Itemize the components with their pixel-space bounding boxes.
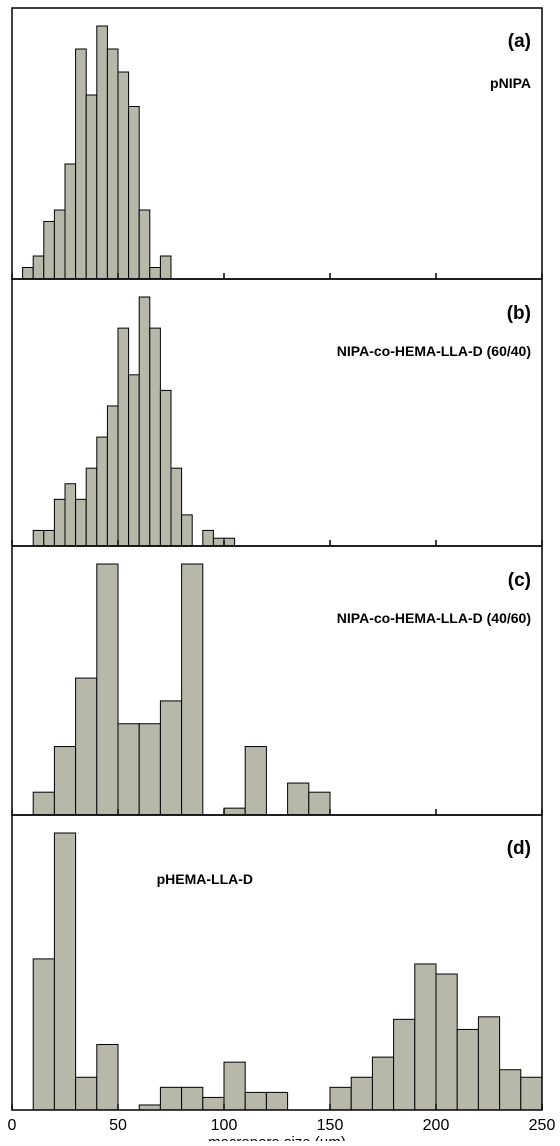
histogram-bar xyxy=(350,1076,373,1111)
histogram-bar xyxy=(106,405,119,547)
histogram-bar xyxy=(223,1061,246,1111)
series-label: NIPA-co-HEMA-LLA-D (40/60) xyxy=(337,610,531,626)
panel-label: (d) xyxy=(507,838,531,859)
histogram-bar xyxy=(85,467,98,547)
histogram-bar xyxy=(149,267,161,280)
histogram-bar xyxy=(265,1091,289,1111)
histogram-bar xyxy=(159,389,172,547)
x-tick-label: 200 xyxy=(423,1117,450,1134)
x-axis-label: macropore size (µm) xyxy=(208,1134,346,1141)
histogram-bar xyxy=(159,700,183,816)
histogram-bar xyxy=(456,1028,479,1111)
histogram-bar xyxy=(223,537,236,547)
histogram-bar xyxy=(138,1104,161,1111)
panel-label: (a) xyxy=(508,31,531,52)
histogram-bar xyxy=(414,963,437,1111)
histogram-bar xyxy=(128,106,140,280)
series-label: pHEMA-LLA-D xyxy=(157,871,253,887)
histogram-bar xyxy=(477,1016,501,1111)
histogram-bar xyxy=(170,467,183,547)
histogram-bar xyxy=(53,209,66,280)
histogram-bar xyxy=(75,498,87,547)
histogram-bar xyxy=(393,1018,416,1111)
x-tick-label: 150 xyxy=(317,1117,344,1134)
histogram-bar xyxy=(32,958,55,1111)
panel-frame xyxy=(11,814,543,1111)
histogram-bar xyxy=(202,529,214,547)
histogram-bar xyxy=(117,723,140,816)
histogram-bar xyxy=(75,1076,98,1111)
histogram-bar xyxy=(159,1086,183,1111)
histogram-bar xyxy=(181,514,193,547)
histogram-bar xyxy=(329,1086,352,1111)
histogram-bar xyxy=(520,1076,543,1111)
histogram-bar xyxy=(308,791,331,816)
histogram-bar xyxy=(138,723,161,816)
histogram-bar xyxy=(181,563,204,816)
histogram-bar xyxy=(244,1091,267,1111)
histogram-bar xyxy=(106,48,119,280)
histogram-bar xyxy=(149,327,161,547)
histogram-bar xyxy=(75,48,87,280)
histogram-bar xyxy=(96,25,108,280)
histogram-bar xyxy=(244,746,267,816)
histogram-bar xyxy=(85,94,98,280)
histogram-bar xyxy=(75,677,98,816)
x-tick-label: 250 xyxy=(529,1117,556,1134)
histogram-bar xyxy=(223,807,246,816)
histogram-bar xyxy=(43,221,55,280)
histogram-bar xyxy=(181,1086,204,1111)
histogram-bar xyxy=(64,163,77,280)
histogram-bar xyxy=(435,973,458,1111)
histogram-bar xyxy=(64,483,77,547)
panel-label: (b) xyxy=(507,303,531,324)
histogram-bar xyxy=(128,374,140,547)
histogram-bar xyxy=(96,436,108,547)
series-label: NIPA-co-HEMA-LLA-D (60/40) xyxy=(337,343,531,359)
histogram-bar xyxy=(287,782,310,816)
panel-label: (c) xyxy=(508,570,531,591)
histogram-bar xyxy=(117,327,130,547)
histogram-bar xyxy=(43,529,55,547)
histogram-bar xyxy=(96,1044,119,1111)
histogram-bar xyxy=(212,537,225,547)
histogram-bar xyxy=(138,209,151,280)
histogram-bar xyxy=(138,296,151,547)
histogram-bar xyxy=(32,255,45,280)
histogram-bar xyxy=(32,791,55,816)
histogram-bar xyxy=(96,563,119,816)
histogram-bar xyxy=(159,255,172,280)
x-tick-label: 100 xyxy=(211,1117,238,1134)
histogram-bar xyxy=(32,529,45,547)
histogram-bar xyxy=(371,1056,395,1111)
histogram-bar xyxy=(53,746,77,816)
x-tick-label: 0 xyxy=(8,1117,17,1134)
histogram-bar xyxy=(53,832,77,1111)
x-tick-label: 50 xyxy=(109,1117,127,1134)
series-label: pNIPA xyxy=(490,75,531,91)
histogram-bar xyxy=(117,71,130,280)
histogram-bar xyxy=(202,1096,225,1111)
histogram-bar xyxy=(22,267,34,280)
histogram-bar xyxy=(499,1069,522,1111)
histogram-bar xyxy=(53,498,66,547)
